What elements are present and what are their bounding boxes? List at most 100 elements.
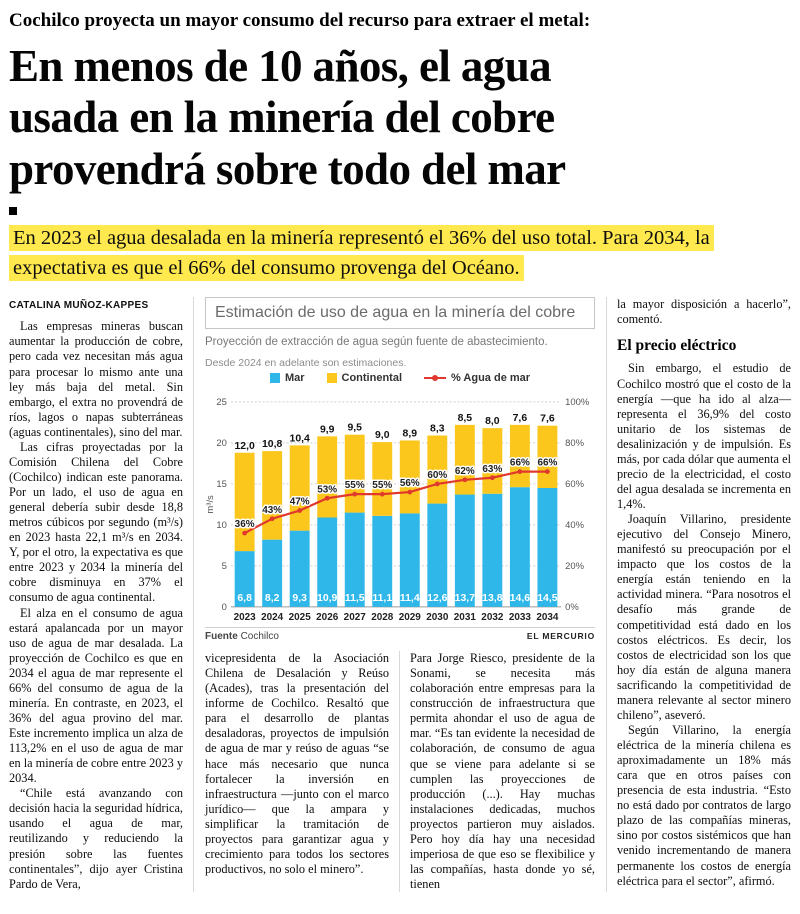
svg-text:60%: 60% (565, 479, 584, 490)
svg-text:2023: 2023 (234, 612, 257, 623)
svg-text:62%: 62% (455, 466, 475, 477)
svg-text:9,0: 9,0 (375, 430, 390, 441)
svg-text:8,2: 8,2 (265, 593, 280, 604)
svg-text:m³/s: m³/s (205, 495, 216, 514)
svg-text:2034: 2034 (536, 612, 559, 623)
svg-text:2028: 2028 (371, 612, 394, 623)
body-paragraph: Según Villarino, la energía eléctrica de… (617, 722, 791, 888)
svg-text:60%: 60% (427, 470, 447, 481)
svg-text:55%: 55% (345, 480, 365, 491)
svg-text:53%: 53% (317, 485, 337, 496)
svg-text:12,0: 12,0 (234, 441, 255, 452)
chart-source: Fuente Cochilco (205, 631, 279, 642)
svg-text:10,9: 10,9 (317, 593, 338, 604)
svg-text:9,9: 9,9 (320, 425, 335, 436)
svg-text:8,3: 8,3 (430, 424, 445, 435)
svg-text:56%: 56% (400, 478, 420, 489)
svg-text:2026: 2026 (316, 612, 339, 623)
svg-text:11,5: 11,5 (345, 593, 365, 604)
svg-text:5: 5 (222, 561, 227, 572)
column-1: CATALINA MUÑOZ-KAPPES Las empresas miner… (9, 297, 193, 892)
mar-swatch-icon (269, 373, 280, 384)
svg-text:10,8: 10,8 (262, 439, 283, 450)
svg-text:7,6: 7,6 (540, 414, 555, 425)
column-3: Para Jorge Riesco, presidente de la Sona… (400, 651, 595, 892)
kicker: Cochilco proyecta un mayor consumo del r… (9, 10, 591, 31)
headline: En menos de 10 años, el agua usada en la… (9, 41, 791, 195)
body-paragraph: vicepresidenta de la Asociación Chilena … (205, 651, 389, 876)
svg-text:40%: 40% (565, 520, 584, 531)
svg-text:43%: 43% (262, 505, 282, 516)
body-paragraph: El alza en el consumo de agua estará apa… (9, 605, 183, 786)
body-paragraph: Sin embargo, el estudio de Cochilco most… (617, 361, 791, 512)
svg-text:14,6: 14,6 (510, 593, 531, 604)
legend-label: Continental (341, 372, 403, 385)
svg-text:13,8: 13,8 (482, 593, 503, 604)
svg-text:15: 15 (216, 479, 227, 490)
svg-text:66%: 66% (510, 458, 530, 469)
byline: CATALINA MUÑOZ-KAPPES (9, 300, 149, 312)
headline-line: usada en la minería del cobre (9, 92, 555, 143)
deck-highlight: En 2023 el agua desalada en la minería r… (9, 224, 714, 281)
column-middle: Estimación de uso de agua en la minería … (193, 297, 607, 893)
svg-text:2027: 2027 (344, 612, 367, 623)
svg-text:100%: 100% (565, 397, 590, 408)
svg-text:2032: 2032 (481, 612, 504, 623)
svg-text:2029: 2029 (399, 612, 422, 623)
legend-item-pct: % Agua de mar (424, 372, 530, 384)
svg-text:2030: 2030 (426, 612, 449, 623)
svg-text:20%: 20% (565, 561, 584, 572)
headline-line: En menos de 10 años, el agua (9, 41, 552, 91)
body-paragraph: Las empresas mineras buscan aumentar la … (9, 319, 183, 439)
svg-text:36%: 36% (235, 519, 255, 530)
body-paragraph: “Chile está avanzando con decisión hacia… (9, 786, 183, 891)
article-header: Cochilco proyecta un mayor consumo del r… (9, 10, 791, 283)
chart-source-row: Fuente Cochilco EL MERCURIO (205, 627, 595, 642)
svg-text:8,0: 8,0 (485, 416, 500, 427)
headline-line: provendrá sobre todo del mar (9, 143, 566, 194)
svg-text:2025: 2025 (289, 612, 312, 623)
source-label: Fuente (205, 631, 238, 643)
svg-text:14,5: 14,5 (537, 593, 558, 604)
svg-text:2033: 2033 (509, 612, 532, 623)
section-subhead: El precio eléctrico (617, 337, 737, 355)
source-name: Cochilco (240, 631, 279, 643)
svg-text:0%: 0% (565, 602, 579, 613)
svg-text:63%: 63% (482, 464, 502, 475)
legend-item-continental: Continental (326, 372, 403, 385)
svg-text:20: 20 (216, 438, 227, 449)
column-4: la mayor disposición a hacerlo”, comentó… (607, 297, 791, 892)
body-paragraph: Las cifras proyectadas por la Comisión C… (9, 439, 183, 605)
svg-text:9,5: 9,5 (347, 423, 362, 434)
svg-text:11,1: 11,1 (372, 593, 392, 604)
svg-text:11,4: 11,4 (400, 593, 420, 604)
svg-text:10,4: 10,4 (290, 434, 311, 445)
svg-text:0: 0 (222, 602, 227, 613)
stacked-bar-chart: 05101520250%20%40%60%80%100%m³/s12,06,82… (205, 397, 590, 623)
chart-subtitle: Proyección de extracción de agua según f… (205, 336, 548, 349)
chart-title: Estimación de uso de agua en la minería … (205, 297, 595, 330)
column-2: vicepresidenta de la Asociación Chilena … (205, 651, 400, 893)
chart-note: Desde 2024 en adelante son estimaciones. (205, 357, 407, 370)
svg-text:66%: 66% (537, 458, 557, 469)
svg-text:2024: 2024 (261, 612, 284, 623)
svg-text:80%: 80% (565, 438, 584, 449)
svg-text:6,8: 6,8 (237, 593, 252, 604)
article-body: CATALINA MUÑOZ-KAPPES Las empresas miner… (9, 297, 791, 893)
chart-figure: Estimación de uso de agua en la minería … (205, 297, 595, 642)
svg-text:12,6: 12,6 (427, 593, 448, 604)
body-paragraph: la mayor disposición a hacerlo”, comentó… (617, 297, 791, 327)
legend-item-mar: Mar (269, 372, 305, 385)
svg-text:7,6: 7,6 (513, 413, 528, 424)
section-bullet (9, 206, 17, 215)
line-swatch-icon (424, 375, 446, 382)
svg-text:8,5: 8,5 (458, 413, 473, 424)
svg-text:9,3: 9,3 (292, 593, 307, 604)
svg-text:47%: 47% (290, 497, 310, 508)
deck: En 2023 el agua desalada en la minería r… (9, 224, 791, 283)
publisher-credit: EL MERCURIO (526, 631, 595, 642)
legend-label: Mar (284, 372, 305, 385)
svg-text:55%: 55% (372, 480, 392, 491)
svg-text:25: 25 (216, 397, 227, 408)
